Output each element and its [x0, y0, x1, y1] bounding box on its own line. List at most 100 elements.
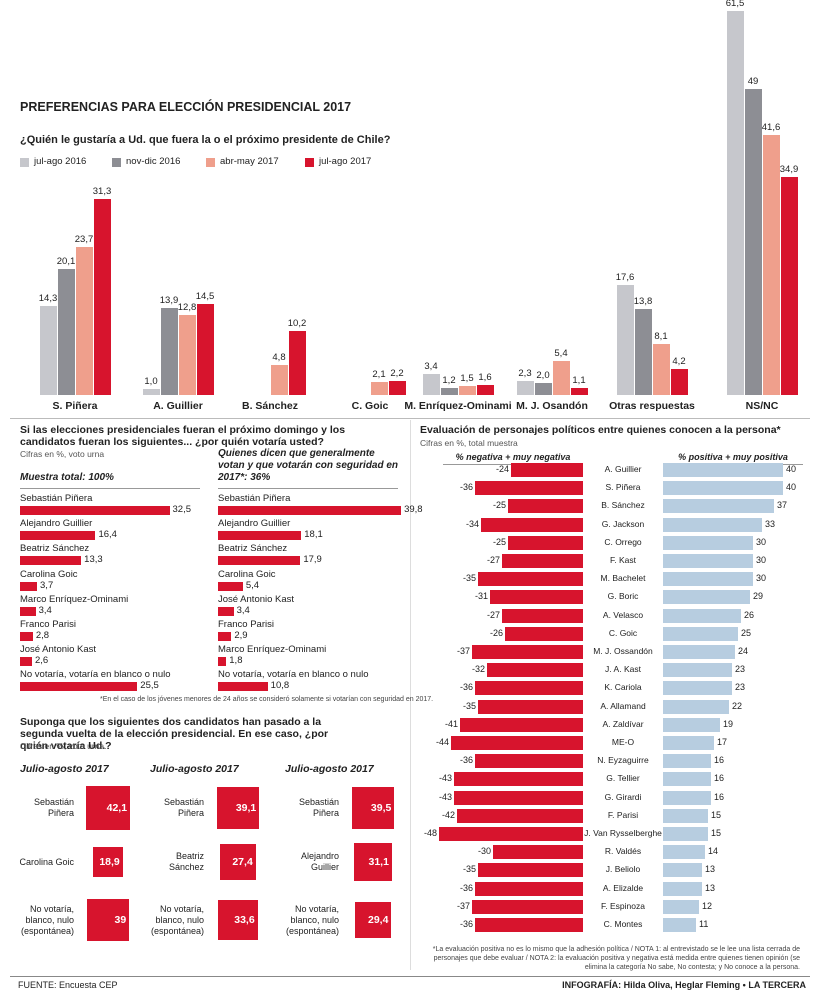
- category-label: Sebastián Piñera: [163, 797, 204, 818]
- category-label: José Antonio Kast: [20, 644, 97, 656]
- category-label: Franco Parisi: [20, 619, 76, 630]
- category-label: F. Kast: [610, 555, 636, 565]
- value-label: 5,4: [554, 348, 568, 360]
- bar: [270, 365, 288, 395]
- category-label: F. Parisi: [607, 809, 639, 820]
- category-label: Beatriz Sánchez: [168, 851, 204, 872]
- bar: [663, 481, 783, 496]
- category-label: G. Boric: [607, 591, 639, 602]
- category-label: M. Enríquez-Ominami: [404, 400, 512, 412]
- bar: [20, 606, 36, 616]
- bar: [388, 381, 406, 395]
- value-label: 2,2: [390, 368, 404, 380]
- value-label: -48: [423, 828, 437, 838]
- bar: [20, 581, 38, 591]
- value-label: -32: [471, 664, 485, 675]
- value-label: 49: [747, 75, 759, 87]
- category-label: A. Velasco: [602, 609, 644, 620]
- value-label: 37: [777, 500, 788, 511]
- value-label: 17: [717, 737, 728, 747]
- category-label: No votaría, blanco, nulo (espontánea): [150, 903, 204, 936]
- section-title: Si las elecciones presidenciales fueran …: [20, 424, 346, 448]
- category-label: No votaría, votaría en blanco o nulo: [218, 669, 369, 681]
- category-label: N. Eyzaguirre: [597, 755, 649, 766]
- bar: [20, 682, 138, 692]
- bar: [663, 572, 753, 587]
- bar: [478, 863, 583, 878]
- value-label: 40: [786, 464, 797, 474]
- category-label: A. Elizalde: [602, 882, 644, 893]
- bar: [663, 590, 750, 605]
- category-label: K. Cariola: [604, 682, 642, 693]
- bar: [663, 626, 738, 641]
- legend-label: nov-dic 2016: [126, 156, 181, 167]
- panel-rule: [218, 488, 398, 489]
- value-label: 29,4: [367, 914, 389, 926]
- value-label: 13,3: [84, 554, 103, 566]
- bar: [196, 304, 214, 395]
- value-label: -36: [459, 482, 473, 493]
- footnote: *En el caso de los jóvenes menores de 24…: [100, 696, 434, 703]
- bar: [218, 556, 301, 566]
- bar: [508, 535, 583, 550]
- category-label: S. Piñera: [52, 400, 98, 412]
- panel-title: Julio-agosto 2017: [285, 763, 374, 775]
- value-label: -25: [492, 536, 506, 547]
- value-label: -42: [441, 809, 455, 820]
- bar: [451, 736, 583, 750]
- bar: [663, 717, 720, 732]
- panel-title: Quienes dicen que generalmente votan y q…: [218, 448, 399, 483]
- square: [85, 785, 131, 831]
- bar: [490, 590, 583, 605]
- legend-swatch: [305, 158, 314, 167]
- category-label: R. Valdés: [604, 846, 642, 857]
- category-label: No votaría, votaría en blanco o nulo: [20, 669, 171, 681]
- bar: [93, 199, 111, 395]
- value-label: -44: [435, 737, 449, 747]
- panel-rule: [20, 488, 200, 489]
- bar: [663, 517, 762, 532]
- category-label: Carolina Goic: [20, 568, 78, 580]
- bar: [663, 499, 774, 514]
- bar: [663, 827, 708, 841]
- category-label: Alejandro Guillier: [218, 518, 291, 530]
- bar: [472, 899, 583, 914]
- value-label: 20,1: [56, 256, 76, 268]
- category-label: Alejandro Guillier: [20, 518, 93, 530]
- value-label: 25,5: [140, 680, 159, 692]
- bar: [475, 881, 583, 896]
- bar: [663, 808, 708, 823]
- category-label: Beatriz Sánchez: [218, 543, 288, 555]
- bar: [508, 499, 583, 514]
- bar: [481, 517, 583, 532]
- value-label: 17,6: [615, 272, 635, 283]
- value-label: 23,7: [74, 233, 94, 245]
- bar: [663, 463, 783, 477]
- value-label: 39,1: [235, 802, 257, 814]
- category-label: NS/NC: [745, 400, 779, 412]
- value-label: 2,3: [518, 367, 532, 379]
- category-label: C. Orrego: [604, 536, 642, 547]
- square: [93, 847, 123, 877]
- value-label: -27: [486, 555, 500, 565]
- bar: [744, 88, 762, 395]
- chart-title: PREFERENCIAS PARA ELECCIÓN PRESIDENCIAL …: [20, 100, 352, 114]
- bar: [218, 606, 234, 616]
- bar: [20, 632, 33, 641]
- value-label: 16: [714, 791, 725, 802]
- category-label: A. Guillier: [153, 400, 203, 412]
- value-label: 12: [702, 900, 713, 911]
- category-label: Otras respuestas: [609, 400, 695, 412]
- value-label: 29: [753, 591, 764, 602]
- value-label: 13,8: [633, 295, 653, 307]
- bar: [178, 315, 196, 395]
- category-label: B. Sánchez: [601, 500, 645, 511]
- bar: [288, 331, 306, 395]
- value-label: 1,2: [442, 374, 456, 386]
- bar: [570, 388, 588, 395]
- bar: [475, 754, 583, 769]
- separator: [10, 976, 810, 977]
- value-label: 2,0: [536, 369, 550, 381]
- bar: [218, 632, 232, 641]
